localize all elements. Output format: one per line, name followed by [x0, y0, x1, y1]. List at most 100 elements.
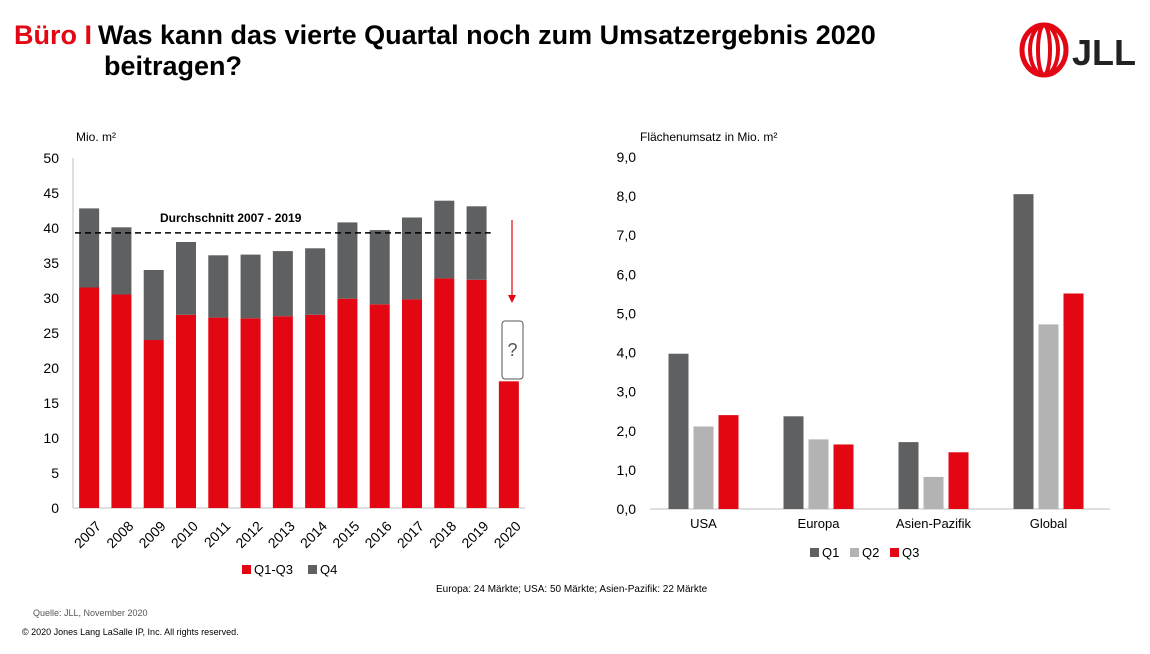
right-bars	[668, 194, 1084, 509]
right-y-tick-label: 5,0	[617, 305, 637, 321]
right-y-tick-label: 2,0	[617, 423, 637, 439]
legend-label-q4: Q4	[320, 562, 337, 577]
bar-q4	[305, 248, 326, 315]
legend-swatch-q1-q3	[242, 565, 251, 574]
right-y-tick-label: 4,0	[617, 345, 637, 361]
title-prefix: Büro I	[14, 20, 92, 50]
bar-q1-q3	[402, 299, 422, 508]
bar-q4	[369, 230, 390, 305]
bar-q4	[240, 254, 261, 319]
bar-q2	[808, 439, 829, 509]
right-x-tick-label: Asien-Pazifik	[896, 516, 972, 531]
right-x-tick-label: Europa	[798, 516, 841, 531]
bar-q1	[783, 416, 804, 509]
bar-q1-q3	[79, 287, 100, 508]
left-y-tick-label: 15	[43, 395, 59, 411]
legend-swatch-q4	[308, 565, 317, 574]
bar-q3	[1063, 293, 1084, 509]
legend-swatch-q2	[850, 548, 859, 557]
bar-q1	[898, 442, 919, 509]
bar-q1	[1013, 194, 1034, 509]
bar-q1-q3	[337, 298, 358, 508]
bar-q1-q3	[208, 317, 229, 508]
left-y-tick-label: 45	[43, 185, 59, 201]
bar-q1-q3	[369, 304, 390, 508]
right-y-axis: 0,0 1,0 2,0 3,0 4,0 5,0 6,0 7,0 8,0 9,0	[617, 149, 637, 517]
right-x-tick-label: USA	[690, 516, 717, 531]
right-legend: Q1 Q2 Q3	[810, 545, 919, 560]
title-line-2: beitragen?	[104, 51, 243, 81]
bar-q3	[948, 452, 969, 509]
bar-q4	[434, 200, 455, 279]
bar-q1-q3	[498, 381, 519, 508]
title-line-1: Was kann das vierte Quartal noch zum Ums…	[98, 20, 876, 50]
bar-q3	[718, 415, 739, 509]
left-y-tick-label: 35	[43, 255, 59, 271]
left-legend: Q1-Q3 Q4	[242, 562, 337, 577]
right-chart: Flächenumsatz in Mio. m² 0,0 1,0 2,0 3,0 4,0…	[617, 130, 1110, 560]
left-y-tick-label: 5	[51, 465, 59, 481]
legend-label-q2: Q2	[862, 545, 879, 560]
jll-logo-mark-icon	[1019, 22, 1069, 78]
left-y-tick-label: 0	[51, 500, 59, 516]
bar-q4	[402, 217, 422, 300]
left-x-tick-label: 2007	[71, 518, 104, 551]
bar-q4	[466, 206, 487, 280]
bar-q1-q3	[466, 279, 487, 508]
left-x-tick-label: 2013	[265, 518, 298, 551]
jll-logo: JLL	[1019, 22, 1136, 78]
jll-logo-text: JLL	[1072, 32, 1136, 73]
legend-swatch-q1	[810, 548, 819, 557]
bar-q1-q3	[143, 340, 164, 508]
left-chart: Mio. m² 0 5 10 15 20 25 30 35 40 45 50 20072008200…	[43, 130, 525, 577]
bar-q4	[208, 255, 229, 318]
bar-q1	[668, 353, 689, 509]
legend-swatch-q3	[890, 548, 899, 557]
bar-q4	[176, 242, 196, 315]
left-x-tick-label: 2009	[135, 518, 168, 551]
bar-q3	[833, 444, 854, 509]
left-x-tick-label: 2015	[329, 518, 362, 551]
bar-q1-q3	[434, 278, 455, 508]
copyright-note: © 2020 Jones Lang LaSalle IP, Inc. All r…	[22, 627, 239, 637]
right-y-tick-label: 8,0	[617, 188, 637, 204]
right-x-tick-label: Global	[1030, 516, 1068, 531]
right-y-tick-label: 1,0	[617, 462, 637, 478]
bar-q1-q3	[305, 314, 326, 508]
question-mark: ?	[507, 340, 517, 360]
right-y-tick-label: 7,0	[617, 227, 637, 243]
bar-q2	[1038, 324, 1059, 509]
bar-q4	[337, 222, 358, 299]
bar-q4	[111, 227, 132, 295]
right-unit-label: Flächenumsatz in Mio. m²	[640, 130, 777, 144]
bar-q4	[79, 208, 100, 288]
decline-arrow-icon	[508, 220, 516, 303]
right-chart-footnote: Europa: 24 Märkte; USA: 50 Märkte; Asien…	[436, 584, 708, 595]
bar-q4	[143, 270, 164, 340]
right-x-labels: USA Europa Asien-Pazifik Global	[690, 516, 1067, 531]
bar-q1-q3	[240, 318, 261, 508]
left-x-tick-label: 2019	[458, 518, 491, 551]
page-title: Büro I Was kann das vierte Quartal noch z…	[14, 20, 1004, 82]
left-x-tick-label: 2008	[103, 518, 136, 551]
left-y-tick-label: 50	[43, 150, 59, 166]
bar-q1-q3	[176, 314, 196, 508]
left-y-axis: 0 5 10 15 20 25 30 35 40 45 50	[43, 150, 59, 516]
left-x-tick-label: 2014	[297, 518, 330, 551]
left-y-tick-label: 30	[43, 290, 59, 306]
source-note: Quelle: JLL, November 2020	[33, 608, 148, 618]
average-label: Durchschnitt 2007 - 2019	[160, 211, 302, 225]
left-x-tick-label: 2016	[361, 518, 394, 551]
right-y-tick-label: 6,0	[617, 266, 637, 282]
right-y-tick-label: 9,0	[617, 149, 637, 165]
left-x-tick-label: 2017	[394, 518, 427, 551]
left-unit-label: Mio. m²	[76, 130, 116, 144]
bar-q1-q3	[272, 316, 293, 508]
bar-q4	[272, 251, 293, 317]
bar-q2	[923, 476, 944, 509]
bar-q2	[693, 426, 714, 509]
left-x-tick-label: 2010	[168, 518, 201, 551]
question-box	[501, 320, 524, 380]
right-y-tick-label: 3,0	[617, 384, 637, 400]
